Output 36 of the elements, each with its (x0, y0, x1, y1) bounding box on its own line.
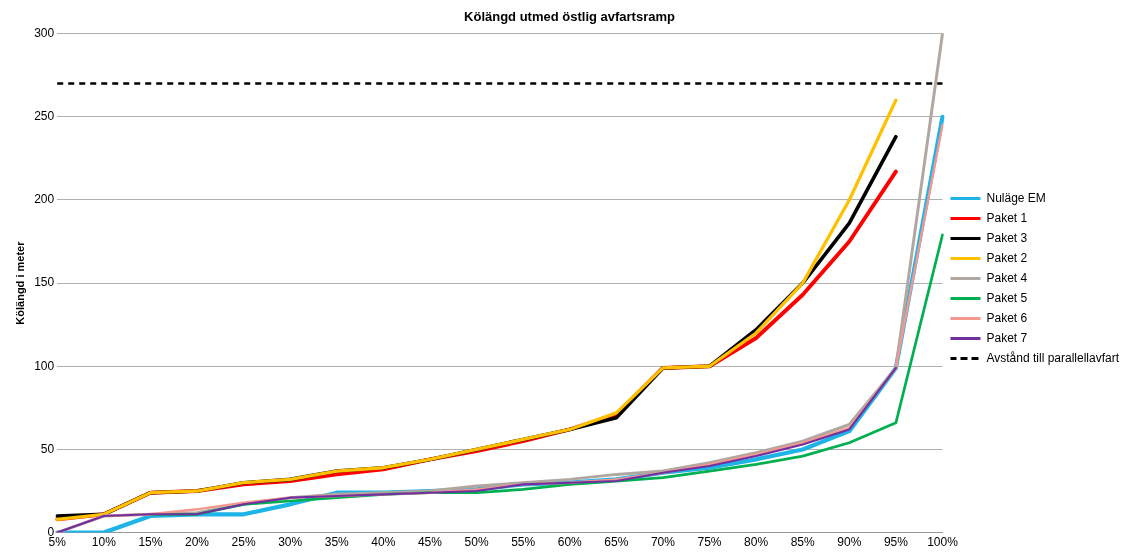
x-tick-label: 65% (604, 535, 629, 550)
y-tick-label: 150 (34, 275, 55, 290)
y-axis-title: Kölängd i meter (13, 240, 26, 325)
x-tick-label: 50% (464, 535, 489, 550)
x-tick-label: 30% (278, 535, 303, 550)
chart-title: Kölängd utmed östlig avfartsramp (464, 9, 676, 25)
x-tick-label: 35% (324, 535, 350, 550)
x-tick-label: 75% (697, 535, 722, 550)
legend-label: Nuläge EM (986, 190, 1046, 205)
y-tick-label: 200 (34, 192, 55, 207)
legend-label: Paket 7 (986, 330, 1028, 345)
y-tick-label: 250 (34, 109, 55, 124)
legend-label: Paket 2 (986, 250, 1028, 265)
x-tick-label: 85% (790, 535, 816, 550)
x-tick-label: 70% (650, 535, 676, 550)
y-tick-label: 100 (34, 358, 55, 373)
legend-label: Paket 1 (986, 210, 1028, 225)
x-tick-label: 45% (417, 535, 443, 550)
x-tick-label: 80% (744, 535, 769, 550)
x-tick-label: 15% (138, 535, 163, 550)
x-tick-label: 25% (231, 535, 256, 550)
x-tick-label: 55% (511, 535, 536, 550)
y-tick-label: 50 (40, 441, 55, 456)
legend-label: Paket 3 (986, 230, 1028, 245)
legend-label: Avstånd till parallellavfart (986, 350, 1120, 365)
x-tick-label: 95% (883, 535, 909, 550)
x-tick-label: 90% (837, 535, 862, 550)
x-tick-label: 20% (184, 535, 210, 550)
legend-label: Paket 4 (986, 270, 1028, 285)
legend-label: Paket 5 (986, 290, 1028, 305)
y-tick-label: 300 (34, 25, 55, 40)
legend-label: Paket 6 (986, 310, 1028, 325)
x-tick-label: 100% (927, 535, 959, 550)
x-tick-label: 40% (371, 535, 396, 550)
x-tick-label: 10% (91, 535, 117, 550)
x-tick-label: 60% (557, 535, 583, 550)
